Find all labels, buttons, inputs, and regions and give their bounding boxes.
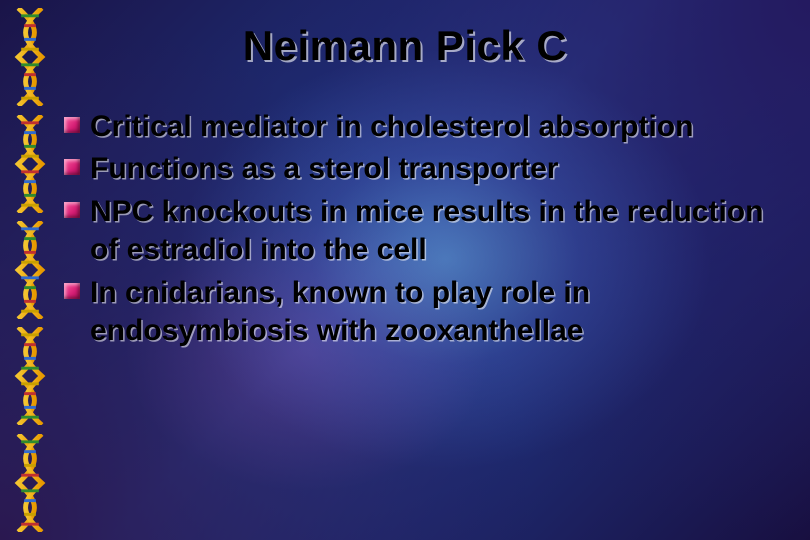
list-item: Functions as a sterol transporter <box>64 150 790 188</box>
list-item: NPC knockouts in mice results in the red… <box>64 193 790 270</box>
bullet-text: NPC knockouts in mice results in the red… <box>90 193 790 270</box>
dna-helix-icon <box>10 115 50 213</box>
bullet-text: Critical mediator in cholesterol absorpt… <box>90 108 693 146</box>
bullet-marker-icon <box>64 117 80 133</box>
slide-title: Neimann Pick C <box>0 22 810 70</box>
bullet-marker-icon <box>64 159 80 175</box>
list-item: Critical mediator in cholesterol absorpt… <box>64 108 790 146</box>
dna-decoration-strip <box>0 0 60 540</box>
bullet-text: In cnidarians, known to play role in end… <box>90 274 790 351</box>
dna-helix-icon <box>10 327 50 425</box>
bullet-text: Functions as a sterol transporter <box>90 150 558 188</box>
bullet-marker-icon <box>64 202 80 218</box>
bullet-marker-icon <box>64 283 80 299</box>
bullet-list: Critical mediator in cholesterol absorpt… <box>64 108 790 354</box>
list-item: In cnidarians, known to play role in end… <box>64 274 790 351</box>
dna-helix-icon <box>10 221 50 319</box>
dna-helix-icon <box>10 434 50 532</box>
